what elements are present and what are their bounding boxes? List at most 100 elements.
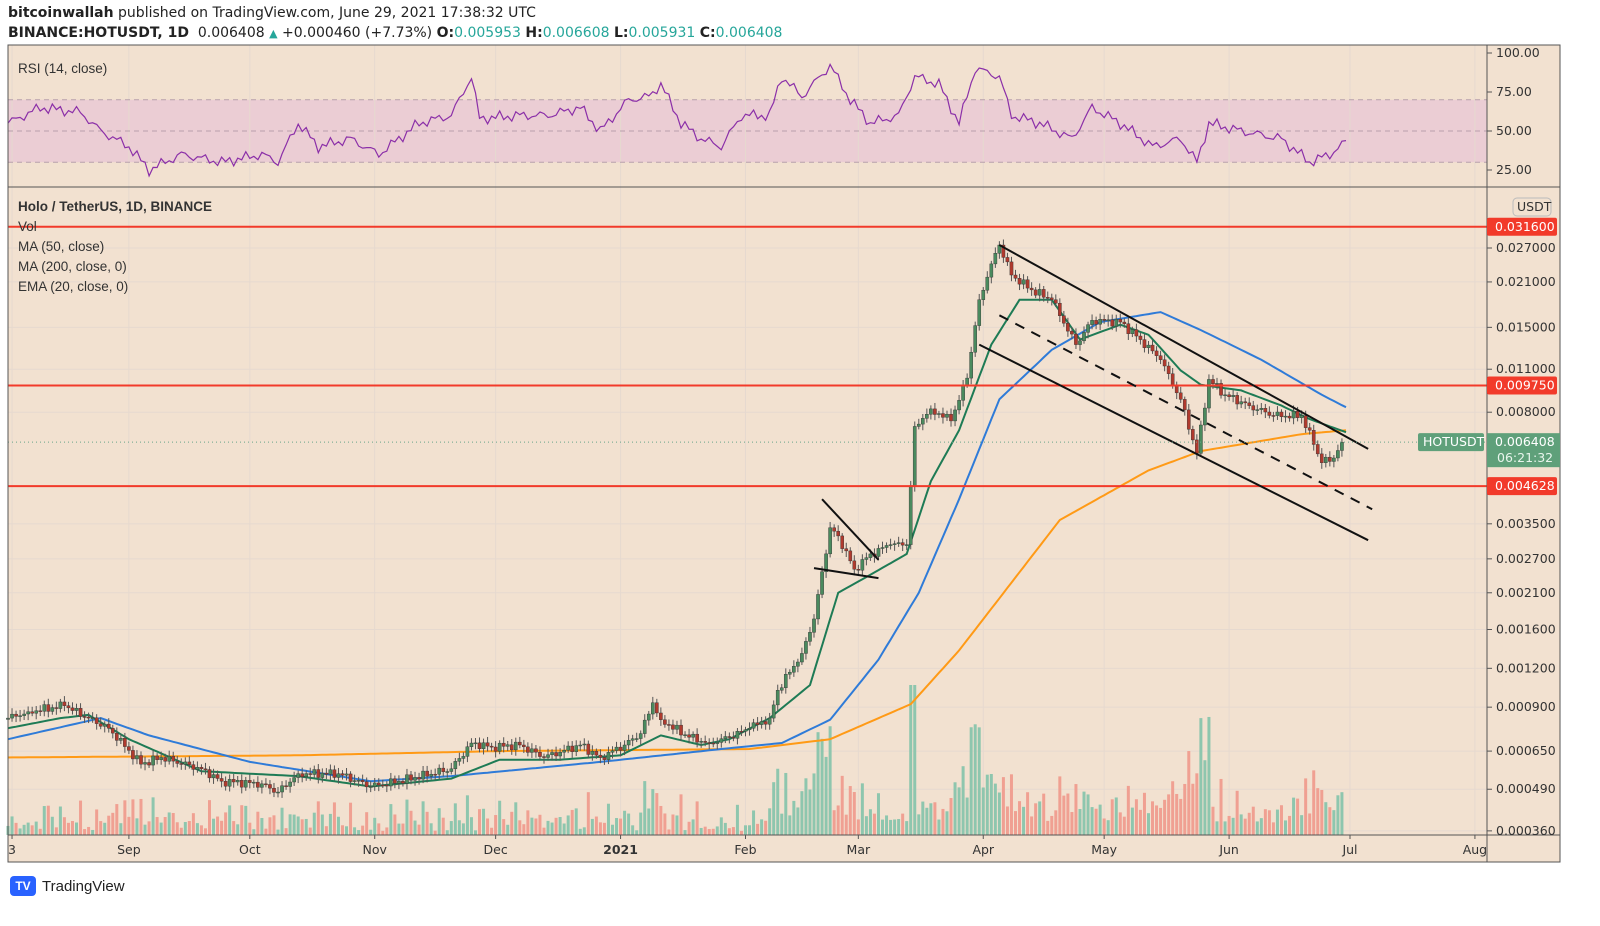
volume-bar <box>1195 773 1199 835</box>
candle-body <box>574 745 579 752</box>
candle-body <box>1315 444 1320 455</box>
candle-body <box>763 721 768 725</box>
candle <box>58 698 63 713</box>
candle <box>1098 313 1102 331</box>
candle <box>336 767 341 784</box>
volume-bar <box>997 792 1001 835</box>
candle <box>763 716 768 730</box>
volume-bar <box>1151 801 1155 835</box>
candle <box>1058 298 1062 322</box>
author[interactable]: bitcoinwallah <box>8 5 114 21</box>
volume-bar <box>38 828 42 835</box>
candle-body <box>1219 383 1223 396</box>
candle <box>497 740 502 755</box>
candle-body <box>912 426 917 486</box>
candle <box>1319 448 1324 469</box>
candle-body <box>1207 379 1211 409</box>
volume-bar <box>619 818 623 835</box>
candle-body <box>449 768 454 772</box>
volume-bar <box>768 808 772 835</box>
volume-bar <box>1126 785 1130 835</box>
candle-body <box>14 713 18 717</box>
candle-body <box>876 548 881 557</box>
volume-bar <box>893 819 897 835</box>
volume-bar <box>1207 716 1211 835</box>
candle-body <box>1211 379 1215 385</box>
candle-body <box>973 325 977 353</box>
candle <box>953 405 957 427</box>
volume-bar <box>977 727 981 835</box>
candle-body <box>1247 402 1252 406</box>
volume-bar <box>1046 820 1050 835</box>
candle <box>921 414 925 431</box>
volume-bar <box>248 822 252 835</box>
candle-body <box>308 773 313 775</box>
volume-bar <box>586 792 590 835</box>
volume-bar <box>461 823 465 835</box>
volume-bar <box>179 827 183 835</box>
volume-bar <box>280 807 284 835</box>
candle-body <box>155 755 159 760</box>
volume-bar <box>570 809 574 835</box>
volume-bar <box>10 816 14 835</box>
candle <box>1340 438 1344 457</box>
close-value: 0.006408 <box>715 25 783 41</box>
candle <box>268 780 272 795</box>
candle-body <box>413 777 417 781</box>
candle-body <box>921 418 925 425</box>
candle-body <box>812 618 816 633</box>
candle-body <box>139 755 143 765</box>
candle <box>542 753 546 764</box>
candle <box>1126 317 1131 340</box>
open-value: 0.005953 <box>454 25 521 41</box>
candle <box>98 717 103 730</box>
candle <box>513 737 518 756</box>
candle-body <box>800 653 804 663</box>
level-price-label: 0.004628 <box>1495 478 1555 493</box>
candle <box>1078 337 1082 351</box>
candle-body <box>1142 339 1147 348</box>
low-value: 0.005931 <box>628 25 696 41</box>
volume-bar <box>340 825 344 835</box>
volume-bar <box>647 808 651 835</box>
volume-bar <box>1187 751 1191 835</box>
countdown-label: 06:21:32 <box>1497 450 1553 465</box>
volume-bar <box>957 787 961 835</box>
volume-bar <box>1340 792 1344 835</box>
candle <box>582 738 587 751</box>
candle-body <box>727 736 732 738</box>
time-axis-label: May <box>1091 842 1117 857</box>
candle-body <box>1013 274 1018 279</box>
price-axis-label: 0.001200 <box>1496 660 1556 675</box>
candle-body <box>961 384 965 401</box>
candle-body <box>437 767 442 775</box>
candle <box>465 741 470 763</box>
volume-bar <box>929 803 933 835</box>
candle <box>933 402 937 421</box>
volume-bar <box>1026 792 1030 835</box>
candle <box>70 702 75 715</box>
candle-body <box>578 744 583 747</box>
candle <box>1001 239 1006 263</box>
volume-bar <box>22 824 26 835</box>
volume-bar <box>345 826 349 835</box>
time-axis-label: Apr <box>972 842 994 857</box>
volume-bar <box>985 774 989 835</box>
volume-bar <box>34 821 38 835</box>
price-axis-label: 0.027000 <box>1496 240 1556 255</box>
candle-body <box>888 544 893 546</box>
candle-body <box>828 527 832 555</box>
level-price-badge <box>1487 376 1557 395</box>
candle <box>808 626 812 646</box>
volume-bar <box>1296 798 1300 835</box>
candle <box>880 541 885 554</box>
candle <box>368 781 373 793</box>
volume-bar <box>135 818 139 835</box>
candle-body <box>135 755 139 760</box>
volume-bar <box>530 817 534 835</box>
candle <box>429 769 433 780</box>
volume-bar <box>111 812 115 835</box>
candle-body <box>78 708 83 717</box>
candle-body <box>1251 405 1256 411</box>
